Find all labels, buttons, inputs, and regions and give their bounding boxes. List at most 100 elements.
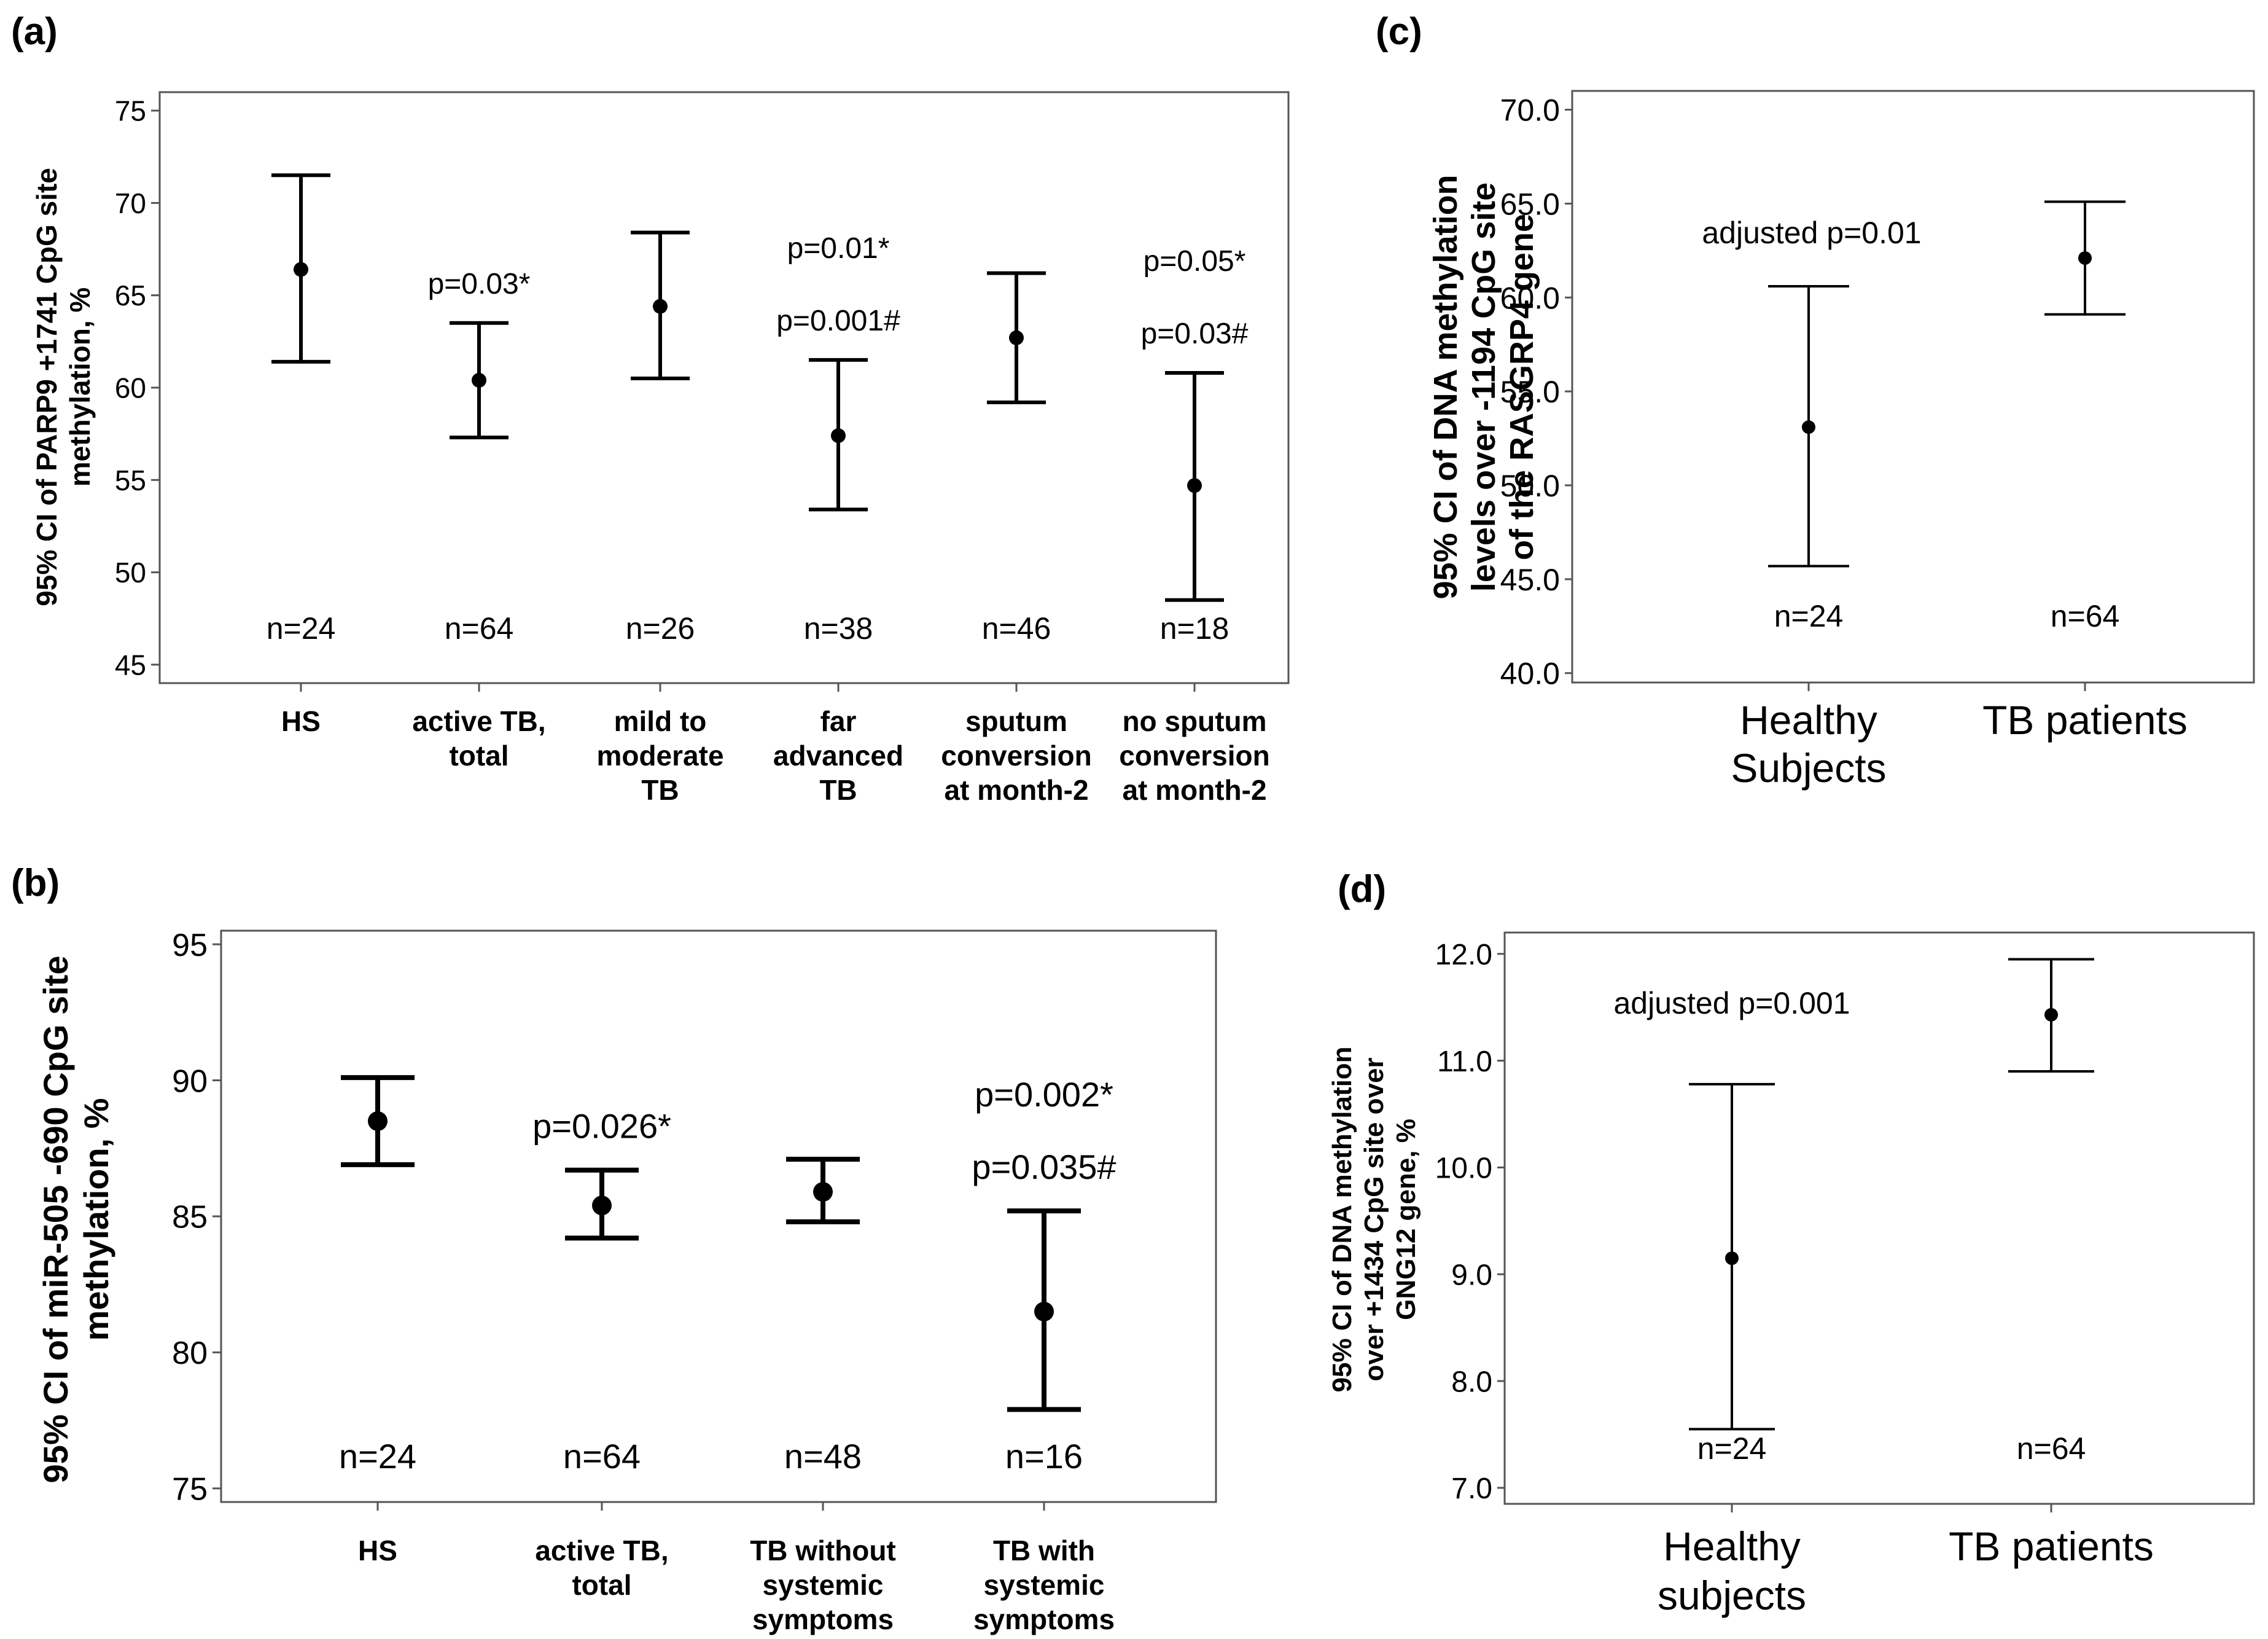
x-category-label-line: sputum — [965, 705, 1067, 737]
p-value-annotation: p=0.03* — [428, 268, 531, 300]
category-labels-c: Healthy Subjects TB patients — [1731, 683, 2188, 791]
p-value-annotation: p=0.002* — [975, 1075, 1113, 1114]
y-axis-label-d-line2: over +1434 CpG site over — [1359, 1057, 1389, 1381]
y-tick-label: 45 — [115, 649, 146, 681]
p-value-annotation: adjusted p=0.01 — [1702, 216, 1921, 250]
x-category-label-line: TB patients — [1982, 697, 2188, 743]
x-category-label: Healthy Subjects — [1731, 697, 1886, 791]
y-tick-label: 65 — [115, 280, 146, 311]
mean-point — [1802, 420, 1815, 434]
x-category-label: far advanced TB — [773, 705, 903, 806]
x-category-label: active TB, total — [535, 1535, 668, 1601]
x-category-label-line: mild to — [614, 705, 707, 737]
y-axis-label-c-line3: of the RASGRP4 gene — [1503, 214, 1540, 560]
y-tick-label: 75 — [172, 1472, 208, 1508]
p-value-annotation: p=0.001# — [776, 305, 900, 337]
error-bar: n=48 — [784, 1157, 862, 1476]
error-bar: n=24 — [339, 1075, 416, 1476]
y-tick-label: 9.0 — [1451, 1259, 1492, 1292]
annotations-c: adjusted p=0.01 — [1702, 216, 1921, 250]
y-axis-label-a-line2: methylation, % — [64, 288, 96, 487]
plot-frame-c — [1571, 90, 2255, 684]
y-tick-label: 8.0 — [1451, 1366, 1492, 1398]
x-category-label-line: at month-2 — [944, 774, 1088, 806]
panel-label-b: (b) — [11, 862, 60, 904]
x-category-label-line: no sputum — [1122, 705, 1266, 737]
x-category-label-line: symptoms — [973, 1603, 1115, 1635]
y-tick-label: 7.0 — [1451, 1473, 1492, 1505]
sample-size-label: n=24 — [267, 611, 336, 646]
x-category-label-line: Subjects — [1731, 745, 1886, 791]
y-axis-label-c-line2: levels over -1194 CpG site — [1465, 182, 1502, 592]
sample-size-label: n=38 — [804, 611, 873, 646]
x-category-label-line: Healthy — [1740, 697, 1877, 743]
panel-c: (c) 95% CI of DNA methylation levels ove… — [1376, 10, 2255, 791]
panel-label-c: (c) — [1376, 10, 1422, 53]
error-bars-a: n=24 n=64 n=26 n=38 n=46 n=18 — [267, 173, 1229, 646]
y-tick-label: 11.0 — [1437, 1046, 1492, 1078]
error-bar: n=38 — [804, 358, 873, 646]
x-category-label-line: far — [820, 705, 857, 737]
x-category-label-line: systemic — [763, 1569, 884, 1601]
mean-point — [1725, 1251, 1739, 1265]
x-category-label-line: conversion — [941, 740, 1091, 772]
x-category-label-line: conversion — [1119, 740, 1269, 772]
x-category-label-line: Healthy — [1663, 1524, 1801, 1569]
x-category-label-line: symptoms — [752, 1603, 894, 1635]
p-value-annotation: p=0.01* — [787, 232, 890, 265]
sample-size-label: n=48 — [784, 1437, 862, 1476]
x-category-label: HS — [281, 705, 321, 737]
x-category-label-line: active TB, — [412, 705, 545, 737]
error-bar: n=64 — [2008, 958, 2094, 1466]
x-category-label-line: systemic — [984, 1569, 1105, 1601]
error-bar: n=64 — [445, 321, 514, 646]
y-tick-label: 60.0 — [1500, 281, 1560, 315]
category-labels-d: Healthy subjects TB patients — [1658, 1504, 2154, 1618]
y-tick-label: 40.0 — [1500, 657, 1560, 691]
p-value-annotation: p=0.035# — [972, 1148, 1116, 1186]
error-bars-b: n=24 n=64 n=48 n=16 — [339, 1075, 1083, 1476]
y-axis-d: 7.0 8.0 9.0 10.0 11.0 12.0 — [1435, 939, 1505, 1505]
y-axis-label-d-line3: GNG12 gene, % — [1391, 1119, 1421, 1320]
y-axis-label-d-line1: 95% CI of DNA methylation — [1327, 1046, 1357, 1392]
x-category-label: HS — [358, 1535, 397, 1567]
y-axis-label-b-line1: 95% CI of miR-505 -690 CpG site — [36, 956, 75, 1484]
p-value-annotation: adjusted p=0.001 — [1613, 986, 1850, 1020]
x-category-label: TB patients — [1982, 697, 2188, 743]
annotations-b: p=0.026* p=0.002* p=0.035# — [532, 1075, 1116, 1186]
x-category-label-line: moderate — [596, 740, 723, 772]
error-bar: n=24 — [1689, 1082, 1775, 1466]
mean-point — [813, 1182, 833, 1202]
sample-size-label: n=26 — [626, 611, 695, 646]
plot-frame-d — [1503, 931, 2255, 1505]
panel-label-a: (a) — [11, 10, 58, 53]
mean-point — [653, 299, 668, 314]
x-category-label-line: HS — [281, 705, 321, 737]
y-tick-label: 85 — [172, 1200, 208, 1235]
sample-size-label: n=24 — [339, 1437, 416, 1476]
y-axis-label-c-line1: 95% CI of DNA methylation — [1427, 174, 1464, 599]
x-category-label-line: HS — [358, 1535, 397, 1567]
y-tick-label: 55 — [115, 464, 146, 496]
panel-label-d: (d) — [1338, 868, 1386, 910]
panel-b: (b) 95% CI of miR-505 -690 CpG site meth… — [11, 862, 1217, 1635]
y-tick-label: 10.0 — [1435, 1152, 1492, 1185]
error-bar: n=24 — [1768, 284, 1849, 633]
x-category-label-line: active TB, — [535, 1535, 668, 1567]
mean-point — [1009, 330, 1024, 345]
x-category-label-line: total — [572, 1569, 631, 1601]
y-axis-a: 45 50 55 60 65 70 75 — [115, 95, 160, 681]
y-tick-label: 70 — [115, 187, 146, 219]
x-category-label-line: total — [449, 740, 509, 772]
x-category-label: active TB, total — [412, 705, 545, 772]
x-category-label-line: subjects — [1658, 1573, 1806, 1618]
sample-size-label: n=64 — [445, 611, 514, 646]
x-category-label: Healthy subjects — [1658, 1524, 1806, 1618]
sample-size-label: n=24 — [1774, 599, 1844, 633]
panel-d: (d) 95% CI of DNA methylation over +1434… — [1327, 868, 2255, 1618]
x-category-label: sputum conversion at month-2 — [941, 705, 1091, 806]
mean-point — [2044, 1007, 2058, 1022]
x-category-label: TB with systemic symptoms — [973, 1535, 1115, 1635]
